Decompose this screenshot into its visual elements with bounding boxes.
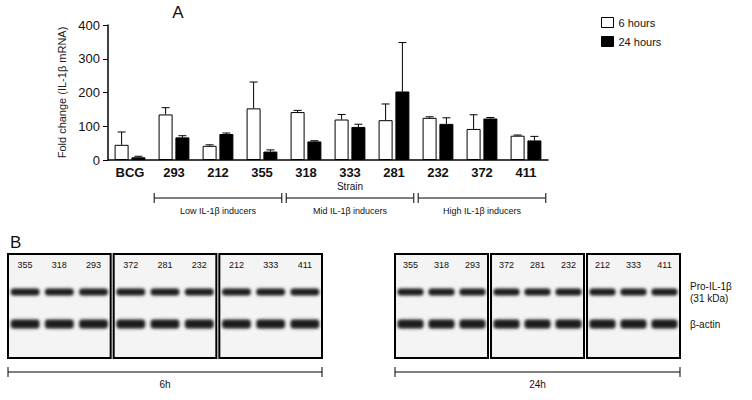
svg-text:0: 0: [93, 153, 100, 168]
svg-text:Strain: Strain: [337, 181, 363, 192]
svg-text:411: 411: [298, 260, 312, 270]
svg-text:400: 400: [78, 18, 100, 33]
svg-text:411: 411: [516, 165, 537, 180]
svg-text:355: 355: [18, 260, 33, 270]
svg-text:232: 232: [192, 260, 207, 270]
svg-text:318: 318: [52, 260, 67, 270]
svg-text:Mid IL-1β inducers: Mid IL-1β inducers: [313, 206, 388, 216]
svg-text:Pro-IL-1β: Pro-IL-1β: [690, 281, 732, 292]
svg-text:100: 100: [78, 119, 100, 134]
svg-text:212: 212: [595, 260, 610, 270]
svg-text:355: 355: [403, 260, 418, 270]
svg-text:24h: 24h: [529, 379, 546, 390]
svg-text:Fold change (IL-1β mRNA): Fold change (IL-1β mRNA): [56, 27, 68, 159]
svg-text:Low IL-1β inducers: Low IL-1β inducers: [180, 206, 257, 216]
svg-text:BCG: BCG: [116, 165, 145, 180]
svg-text:281: 281: [530, 260, 545, 270]
svg-text:6 hours: 6 hours: [619, 17, 656, 29]
svg-text:High IL-1β inducers: High IL-1β inducers: [443, 206, 522, 216]
svg-text:318: 318: [295, 165, 317, 180]
svg-text:232: 232: [561, 260, 576, 270]
svg-text:372: 372: [499, 260, 514, 270]
svg-text:6h: 6h: [159, 379, 170, 390]
svg-text:β-actin: β-actin: [690, 319, 720, 330]
svg-text:372: 372: [471, 165, 493, 180]
svg-text:24 hours: 24 hours: [619, 36, 662, 48]
svg-text:333: 333: [339, 165, 361, 180]
svg-text:411: 411: [657, 260, 671, 270]
svg-text:293: 293: [86, 260, 101, 270]
svg-text:318: 318: [434, 260, 449, 270]
svg-text:293: 293: [465, 260, 480, 270]
svg-text:232: 232: [427, 165, 449, 180]
svg-text:A: A: [172, 3, 184, 22]
svg-text:B: B: [10, 233, 21, 252]
svg-text:281: 281: [157, 260, 172, 270]
svg-text:333: 333: [626, 260, 641, 270]
svg-text:281: 281: [383, 165, 405, 180]
svg-text:212: 212: [207, 165, 229, 180]
svg-text:293: 293: [163, 165, 185, 180]
svg-text:300: 300: [78, 51, 100, 66]
svg-text:355: 355: [251, 165, 273, 180]
svg-text:200: 200: [78, 85, 100, 100]
svg-text:372: 372: [123, 260, 138, 270]
svg-text:212: 212: [229, 260, 244, 270]
svg-text:(31 kDa): (31 kDa): [690, 293, 728, 304]
svg-text:333: 333: [263, 260, 278, 270]
